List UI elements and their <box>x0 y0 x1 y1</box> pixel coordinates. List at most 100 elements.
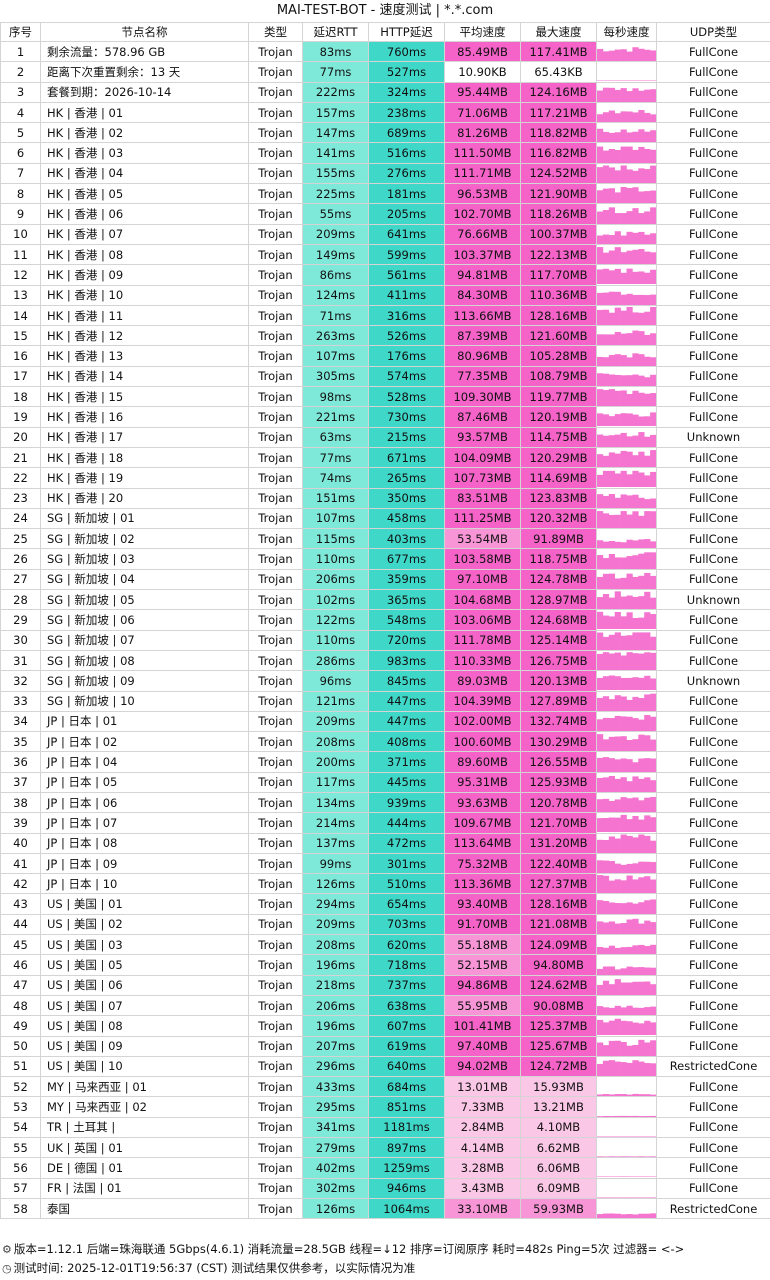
sparkline-bar <box>614 923 621 934</box>
table-row: 33 SG | 新加坡 | 10 Trojan 121ms 447ms 104.39MB 1… <box>0 690 770 712</box>
sparkline-bar <box>644 393 651 406</box>
sparkline-bar <box>608 1040 615 1056</box>
sparkline-bar <box>597 114 604 122</box>
per-second-sparkline <box>596 1035 657 1057</box>
node-type: Trojan <box>248 1177 303 1199</box>
avg-speed-value: 33.10MB <box>444 1197 521 1220</box>
sparkline-bar <box>620 757 627 772</box>
sparkline-bar <box>597 167 604 183</box>
sparkline-bar <box>614 1115 621 1117</box>
node-name: 套餐到期：2026-10-14 <box>40 81 249 103</box>
max-speed-value: 122.13MB <box>520 243 597 266</box>
max-speed-value: 127.89MB <box>520 690 597 712</box>
sparkline-bar <box>650 1156 656 1157</box>
http-delay-value: 730ms <box>368 406 445 428</box>
node-name: HK | 香港 | 09 <box>40 264 249 286</box>
row-index: 16 <box>0 345 41 367</box>
node-type: Trojan <box>248 426 303 448</box>
sparkline-bar <box>614 374 621 386</box>
table-row: 31 SG | 新加坡 | 08 Trojan 286ms 983ms 110.33MB 1… <box>0 649 770 672</box>
sparkline-bar <box>632 618 639 630</box>
sparkline-bar <box>608 541 615 548</box>
sparkline-bar <box>597 1156 604 1157</box>
sparkline-bar <box>620 450 627 467</box>
table-row: 14 HK | 香港 | 11 Trojan 71ms 316ms 113.66MB 128… <box>0 304 770 327</box>
sparkline-bar <box>626 293 633 305</box>
rtt-value: 77ms <box>302 446 369 469</box>
per-second-sparkline <box>596 365 657 388</box>
sparkline-bar <box>638 632 645 650</box>
node-type: Trojan <box>248 649 303 672</box>
sparkline-bar <box>620 471 627 488</box>
sparkline-bar <box>638 575 645 589</box>
sparkline-bar <box>644 1021 651 1036</box>
avg-speed-value: 113.36MB <box>444 873 521 895</box>
sparkline-bar <box>626 875 633 893</box>
table-row: 35 JP | 日本 | 02 Trojan 208ms 408ms 100.60MB 13… <box>0 731 770 753</box>
sparkline-bar <box>597 1136 604 1137</box>
sparkline-bar <box>650 412 656 427</box>
per-second-sparkline <box>596 1116 657 1139</box>
sparkline-bar <box>597 334 604 345</box>
table-row: 22 HK | 香港 | 19 Trojan 74ms 265ms 107.73MB 114… <box>0 467 770 489</box>
sparkline-bar <box>602 739 610 751</box>
row-index: 28 <box>0 589 41 611</box>
sparkline-bar <box>602 334 610 345</box>
sparkline-bar <box>638 392 645 406</box>
sparkline-bar <box>626 188 633 203</box>
sparkline-bar <box>614 1019 621 1036</box>
avg-speed-value: 81.26MB <box>444 122 521 144</box>
sparkline-bar <box>620 557 627 569</box>
http-delay-value: 599ms <box>368 243 445 266</box>
sparkline-bar <box>608 110 615 122</box>
row-index: 20 <box>0 426 41 448</box>
udp-type-value: FullCone <box>656 406 770 428</box>
avg-speed-value: 104.68MB <box>444 589 521 611</box>
sparkline-bar <box>602 435 610 447</box>
sparkline-bar <box>597 247 604 264</box>
row-index: 41 <box>0 852 41 875</box>
rtt-value: 86ms <box>302 264 369 286</box>
sparkline-bar <box>626 51 633 61</box>
sparkline-bar <box>638 191 645 203</box>
sparkline-bar <box>597 373 604 386</box>
avg-speed-value: 7.33MB <box>444 1096 521 1118</box>
sparkline-bar <box>602 860 610 873</box>
avg-speed-value: 55.18MB <box>444 934 521 956</box>
per-second-sparkline <box>596 40 657 63</box>
sparkline-bar <box>638 981 645 995</box>
sparkline-bar <box>626 1197 633 1198</box>
node-name: HK | 香港 | 05 <box>40 183 249 205</box>
sparkline-bar <box>626 1156 633 1157</box>
rtt-value: 55ms <box>302 203 369 225</box>
udp-type-value: FullCone <box>656 832 770 854</box>
node-type: Trojan <box>248 893 303 915</box>
row-index: 13 <box>0 284 41 306</box>
table-row: 47 US | 美国 | 06 Trojan 218ms 737ms 94.86MB 124… <box>0 974 770 996</box>
sparkline-bar <box>602 947 610 954</box>
row-index: 26 <box>0 548 41 570</box>
http-delay-value: 619ms <box>368 1035 445 1057</box>
sparkline-bar <box>632 494 639 508</box>
sparkline-bar <box>608 1060 615 1076</box>
sparkline-bar <box>620 577 627 589</box>
sparkline-bar <box>602 594 610 609</box>
node-name: 泰国 <box>40 1197 249 1220</box>
sparkline-bar <box>632 696 639 711</box>
rtt-value: 99ms <box>302 852 369 875</box>
row-index: 15 <box>0 325 41 347</box>
sparkline-bar <box>632 88 639 102</box>
sparkline-bar <box>626 716 633 731</box>
rtt-value: 225ms <box>302 183 369 205</box>
sparkline-bar <box>644 612 651 630</box>
sparkline-bar <box>597 839 604 853</box>
sparkline-bar <box>602 777 610 792</box>
sparkline-bar <box>602 616 610 630</box>
http-delay-value: 684ms <box>368 1076 445 1098</box>
table-row: 34 JP | 日本 | 01 Trojan 209ms 447ms 102.00MB 13… <box>0 710 770 733</box>
avg-speed-value: 101.41MB <box>444 1015 521 1037</box>
sparkline-bar <box>620 716 627 731</box>
sparkline-bar <box>620 1156 627 1157</box>
udp-type-value: FullCone <box>656 446 770 469</box>
per-second-sparkline <box>596 325 657 347</box>
